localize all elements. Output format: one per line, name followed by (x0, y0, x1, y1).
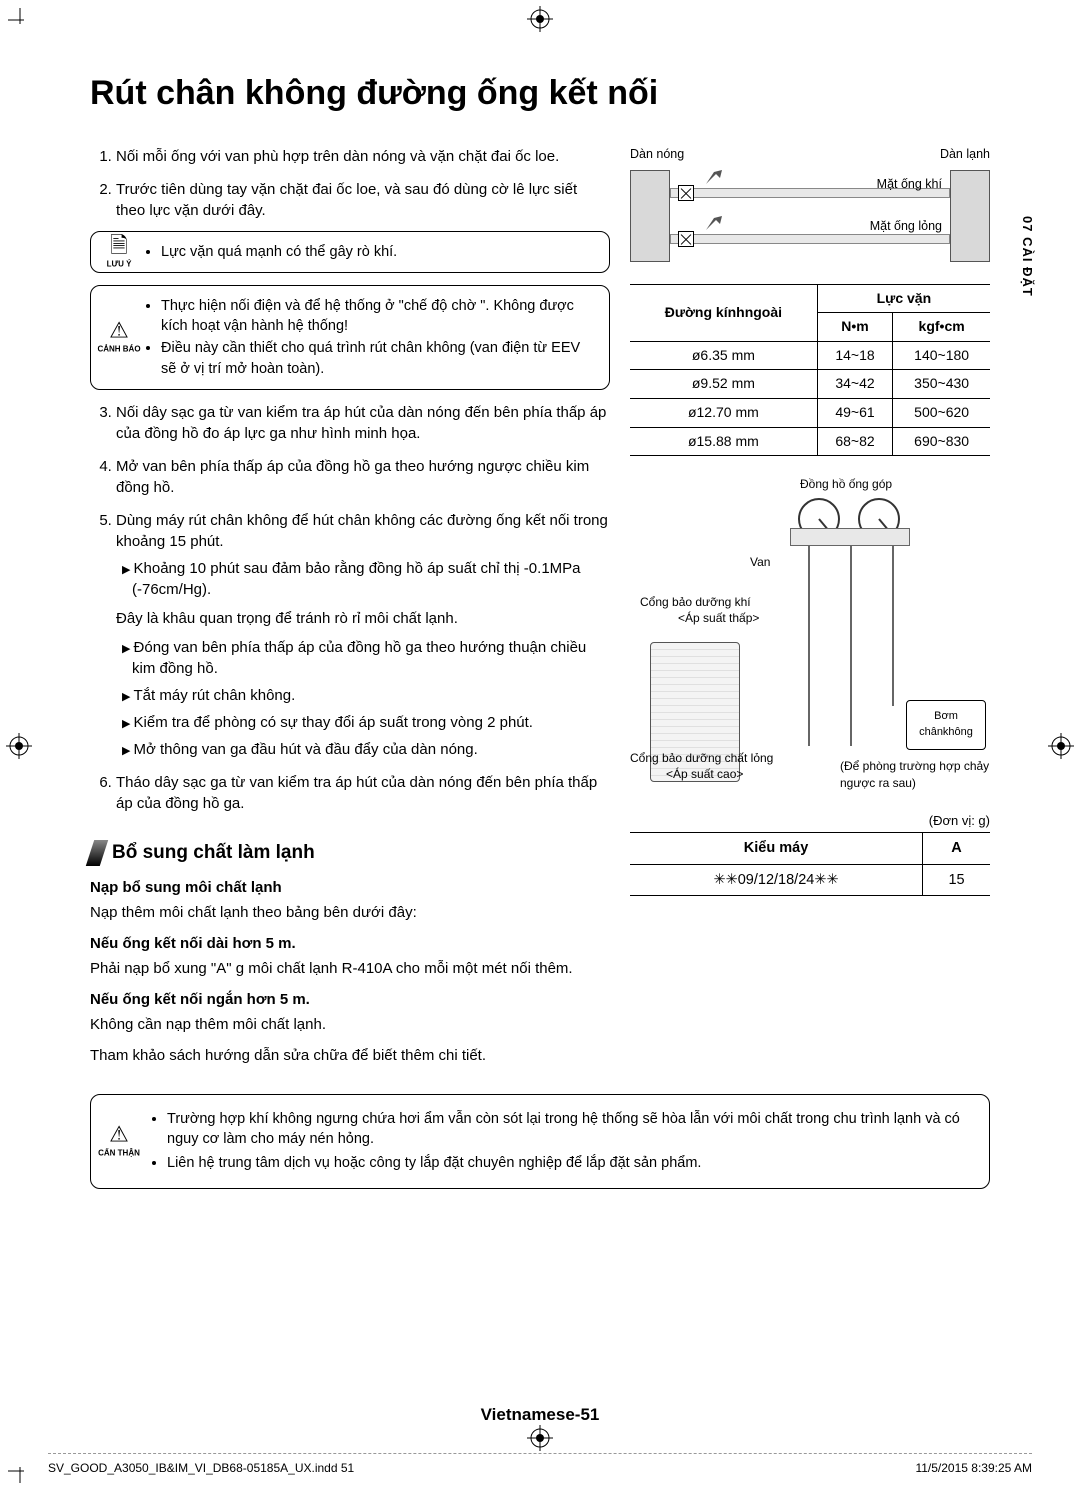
valve-icon (678, 185, 694, 201)
table-header: N•m (817, 313, 892, 342)
registration-mark-icon (1048, 733, 1074, 759)
table-header: Đường kínhngoài (630, 284, 817, 341)
diagram-label: Dàn nóng (630, 146, 684, 164)
body-text: Phải nạp bổ xung "A" g môi chất lạnh R-4… (90, 958, 610, 979)
valve-icon (678, 231, 694, 247)
indoor-unit-icon (950, 170, 990, 262)
print-footer: SV_GOOD_A3050_IB&IM_VI_DB68-05185A_UX.in… (48, 1453, 1032, 1477)
unit-note: (Đơn vị: g) (630, 812, 990, 830)
instructions-column: Nối mỗi ống với van phù hợp trên dàn nón… (90, 146, 610, 1070)
registration-mark-icon (6, 733, 32, 759)
section-heading: Bổ sung chất làm lạnh (90, 840, 610, 867)
crop-mark-icon (8, 1459, 32, 1483)
subheading: Nếu ống kết nối dài hơn 5 m. (90, 933, 610, 954)
body-text: Tham khảo sách hướng dẫn sửa chữa để biế… (90, 1045, 610, 1066)
step-6: Tháo dây sạc ga từ van kiểm tra áp hút c… (116, 772, 610, 814)
sub-bullet: Khoảng 10 phút sau đảm bảo rằng đồng hồ … (116, 558, 610, 600)
table-row: ø12.70 mm49~61500~620 (630, 398, 990, 427)
model-table: Kiểu máy A ✳✳09/12/18/24✳✳ 15 (630, 832, 990, 896)
subheading: Nếu ống kết nối ngắn hơn 5 m. (90, 989, 610, 1010)
note-icon: 🗎 LƯU Ý (97, 234, 141, 269)
step-2: Trước tiên dùng tay vặn chặt đai ốc loe,… (116, 179, 610, 390)
wrench-icon (702, 210, 726, 234)
body-text: Không cần nạp thêm môi chất lạnh. (90, 1014, 610, 1035)
step-3: Nối dây sạc ga từ van kiểm tra áp hút củ… (116, 402, 610, 444)
note-text: Đây là khâu quan trọng để tránh rò rỉ mô… (116, 608, 610, 629)
pipe-diagram: Dàn nóng Dàn lạnh Mặt ống khí Mặt ống lỏ… (630, 146, 990, 276)
step-5: Dùng máy rút chân không để hút chân khôn… (116, 510, 610, 760)
note-item: Lực vặn quá mạnh có thể gây rò khí. (161, 242, 599, 262)
wrench-icon (702, 164, 726, 188)
diagram-label: Dàn lạnh (940, 146, 990, 164)
diagram-label: Cổng bảo dưỡng khí (640, 594, 751, 611)
page-title: Rút chân không đường ống kết nối (90, 70, 990, 118)
body-text: Nạp thêm môi chất lạnh theo bảng bên dướ… (90, 902, 610, 923)
warning-item: Điều này cần thiết cho quá trình rút châ… (161, 338, 599, 379)
caution-item: Trường hợp khí không ngưng chứa hơi ẩm v… (167, 1109, 977, 1150)
liquid-pipe-icon (670, 234, 950, 244)
sub-bullet: Mở thông van ga đầu hút và đầu đẩy của d… (116, 739, 610, 760)
step-2-text: Trước tiên dùng tay vặn chặt đai ốc loe,… (116, 181, 577, 219)
note-box: 🗎 LƯU Ý Lực vặn quá mạnh có thể gây rò k… (90, 231, 610, 273)
table-row: ✳✳09/12/18/24✳✳ 15 (630, 864, 990, 895)
timestamp: 11/5/2015 8:39:25 AM (915, 1460, 1032, 1477)
torque-table: Đường kínhngoài Lực vặn N•m kgf•cm ø6.35… (630, 284, 990, 457)
diagram-label: Cổng bảo dưỡng chất lỏng (630, 750, 773, 767)
caution-item: Liên hệ trung tâm dịch vụ hoặc công ty l… (167, 1153, 977, 1173)
registration-mark-icon (527, 1425, 553, 1451)
table-row: ø9.52 mm34~42350~430 (630, 370, 990, 399)
hose-icon (850, 546, 852, 746)
section-marker-icon (86, 840, 108, 866)
table-row: ø15.88 mm68~82690~830 (630, 427, 990, 456)
diagram-label: Van (750, 554, 770, 571)
outdoor-unit-icon (630, 170, 670, 262)
diagram-label: Mặt ống lỏng (870, 218, 942, 236)
warning-box: ⚠ CẢNH BÁO Thực hiện nối điện và để hệ t… (90, 285, 610, 390)
table-header: A (923, 833, 990, 864)
caution-icon: ⚠ CẨN THẬN (97, 1124, 141, 1159)
table-row: ø6.35 mm14~18140~180 (630, 341, 990, 370)
sub-bullet: Kiểm tra để phòng có sự thay đổi áp suất… (116, 712, 610, 733)
hose-icon (892, 546, 894, 706)
diagram-label: (Để phòng trường hợp chảy ngược ra sau) (840, 758, 990, 792)
subheading: Nạp bổ sung môi chất lạnh (90, 877, 610, 898)
step-1: Nối mỗi ống với van phù hợp trên dàn nón… (116, 146, 610, 167)
table-header: Lực vặn (817, 284, 990, 313)
diagram-label: Mặt ống khí (877, 176, 942, 194)
diagram-label: <Áp suất cao> (666, 766, 743, 783)
gauge-diagram: Đồng hồ ống góp Van Cổng bảo dưỡng khí <… (630, 482, 990, 812)
page-number: Vietnamese-51 (90, 1403, 990, 1427)
crop-mark-icon (8, 8, 32, 32)
diagram-label: Đồng hồ ống góp (800, 476, 892, 493)
manifold-icon (790, 528, 910, 546)
chapter-tab: 07 CÀI ĐẶT (1018, 216, 1036, 297)
warning-item: Thực hiện nối điện và để hệ thống ở "chế… (161, 296, 599, 337)
figures-column: 07 CÀI ĐẶT Dàn nóng Dàn lạnh Mặt ống khí… (630, 146, 990, 1070)
table-header: kgf•cm (893, 313, 990, 342)
sub-bullet: Đóng van bên phía thấp áp của đồng hồ ga… (116, 637, 610, 679)
sub-bullet: Tắt máy rút chân không. (116, 685, 610, 706)
source-file: SV_GOOD_A3050_IB&IM_VI_DB68-05185A_UX.in… (48, 1460, 354, 1477)
warning-icon: ⚠ CẢNH BÁO (97, 320, 141, 355)
caution-box: ⚠ CẨN THẬN Trường hợp khí không ngưng ch… (90, 1094, 990, 1189)
vacuum-pump-icon: Bơm chânkhông (906, 700, 986, 750)
hose-icon (808, 546, 810, 746)
table-header: Kiểu máy (630, 833, 923, 864)
step-5-text: Dùng máy rút chân không để hút chân khôn… (116, 512, 608, 550)
diagram-label: <Áp suất thấp> (678, 610, 759, 627)
step-4: Mở van bên phía thấp áp của đồng hồ ga t… (116, 456, 610, 498)
registration-mark-icon (527, 6, 553, 32)
